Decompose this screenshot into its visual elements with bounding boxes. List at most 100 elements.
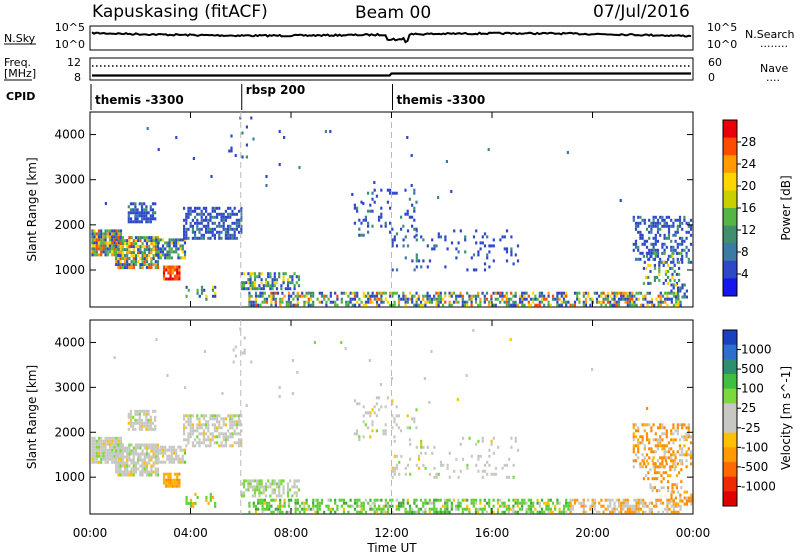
heatmap-cell (604, 297, 607, 301)
heatmap-cell (168, 256, 171, 260)
heatmap-cell (121, 458, 124, 462)
heatmap-cell (282, 281, 285, 285)
heatmap-cell (485, 297, 489, 301)
heatmap-cell (428, 259, 432, 263)
heatmap-cell (111, 235, 114, 239)
heatmap-cell (235, 420, 238, 424)
heatmap-cell (97, 439, 101, 443)
heatmap-cell (671, 465, 674, 469)
heatmap-cell (141, 260, 144, 264)
heatmap-cell (93, 241, 96, 245)
nsky-tick-top: 10^5 (55, 21, 85, 34)
heatmap-cell (634, 429, 638, 433)
heatmap-cell (150, 239, 153, 243)
heatmap-cell (143, 446, 146, 450)
heatmap-cell (450, 507, 453, 511)
heatmap-cell (242, 479, 246, 483)
heatmap-cell (189, 221, 192, 225)
heatmap-cell (106, 241, 109, 245)
heatmap-cell (406, 136, 409, 139)
heatmap-cell (420, 439, 423, 443)
heatmap-cell (113, 454, 116, 458)
heatmap-cell (397, 297, 401, 301)
heatmap-cell (106, 442, 109, 446)
heatmap-cell (293, 272, 296, 276)
heatmap-cell (459, 442, 462, 446)
heatmap-cell (154, 211, 157, 215)
heatmap-cell (261, 504, 264, 508)
heatmap-cell (637, 501, 640, 505)
heatmap-cell (128, 236, 131, 240)
heatmap-cell (218, 236, 221, 240)
heatmap-cell (141, 467, 144, 471)
heatmap-cell (455, 300, 458, 304)
heatmap-cell (651, 459, 654, 463)
heatmap-cell (316, 498, 319, 502)
heatmap-cell (419, 300, 423, 304)
heatmap-cell (375, 507, 379, 511)
heatmap-cell (145, 452, 149, 456)
heatmap-cell (481, 291, 484, 295)
heatmap-cell (130, 245, 133, 249)
heatmap-cell (169, 478, 172, 482)
heatmap-cell (113, 460, 116, 464)
heatmap-cell (104, 448, 107, 452)
heatmap-cell (213, 435, 216, 439)
heatmap-cell (393, 291, 396, 295)
heatmap-cell (159, 451, 162, 455)
heatmap-cell (106, 451, 109, 455)
heatmap-cell (224, 435, 227, 439)
heatmap-cell (294, 501, 297, 505)
heatmap-cell (143, 208, 146, 212)
heatmap-cell (267, 275, 270, 279)
heatmap-cell (685, 502, 688, 506)
freq-label-2: [MHz] (4, 67, 36, 80)
heatmap-cell (389, 221, 392, 225)
heatmap-cell (189, 212, 192, 216)
heatmap-cell (523, 501, 526, 505)
heatmap-cell (209, 432, 212, 436)
heatmap-cell (205, 414, 208, 418)
heatmap-cell (470, 498, 473, 502)
heatmap-cell (198, 444, 201, 448)
heatmap-cell (654, 432, 657, 436)
heatmap-cell (687, 257, 690, 261)
heatmap-cell (209, 227, 212, 231)
heatmap-cell (428, 297, 431, 301)
heatmap-cell (152, 464, 155, 468)
heatmap-cell (419, 498, 423, 502)
heatmap-cell (505, 247, 509, 251)
heatmap-cell (329, 291, 332, 295)
heatmap-cell (93, 232, 96, 236)
heatmap-cell (202, 441, 205, 445)
heatmap-cell (267, 281, 270, 285)
heatmap-cell (369, 209, 372, 213)
heatmap-cell (137, 254, 140, 258)
heatmap-cell (670, 499, 673, 503)
heatmap-cell (660, 480, 663, 484)
heatmap-cell (609, 294, 612, 298)
heatmap-cell (391, 227, 394, 231)
heatmap-cell (316, 297, 319, 301)
colorbar-tick-label: -1000 (741, 479, 776, 493)
heatmap-cell (395, 463, 399, 467)
heatmap-cell (175, 244, 178, 248)
heatmap-cell (293, 287, 296, 291)
heatmap-cell (420, 442, 423, 446)
heatmap-cell (222, 432, 225, 436)
heatmap-cell (367, 209, 370, 213)
heatmap-cell (132, 449, 135, 453)
heatmap-cell (413, 294, 416, 298)
heatmap-cell (151, 202, 155, 206)
heatmap-cell (148, 251, 151, 255)
heatmap-cell (364, 303, 368, 307)
heatmap-cell (400, 501, 403, 505)
heatmap-cell (499, 300, 502, 304)
heatmap-cell (404, 235, 407, 239)
heatmap-cell (336, 303, 339, 307)
heatmap-cell (668, 507, 671, 511)
heatmap-cell (196, 224, 199, 228)
heatmap-cell (676, 230, 679, 234)
heatmap-cell (198, 236, 201, 240)
heatmap-cell (644, 504, 647, 508)
